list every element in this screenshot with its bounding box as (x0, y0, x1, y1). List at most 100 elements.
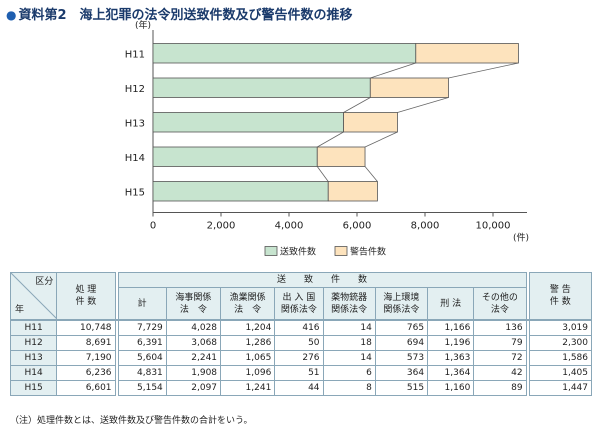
row-send-value: 2,097 (165, 380, 222, 396)
bullet-icon: ● (6, 8, 17, 22)
y-category-label: H12 (125, 84, 145, 95)
bar-send (152, 181, 329, 202)
row-send-value: 1,363 (427, 350, 475, 366)
y-category-label: H15 (125, 187, 145, 198)
stacked-bar-chart: 0 2,000 4,000 6,000 8,000 10,000(件) (年) H11 H12 H… (125, 19, 529, 258)
row-send-value: 3,068 (165, 335, 222, 351)
connector-line (364, 166, 378, 182)
legend-swatch (334, 246, 348, 256)
row-warning: 1,586 (528, 350, 593, 366)
x-tick-label: 10,000 (476, 221, 511, 232)
x-tick-label: 2,000 (207, 221, 236, 232)
table-row: H15 6,601 5,154 2,097 1,241 44 8 515 1,160 89 1,44… (9, 380, 593, 396)
row-send-value: 6 (322, 365, 376, 381)
row-send-value: 42 (473, 365, 527, 381)
chart-title-text: 資料第2 海上犯罪の法令別送致件数及び警告件数の推移 (18, 8, 353, 23)
chart-title: ● 資料第2 海上犯罪の法令別送致件数及び警告件数の推移 (6, 4, 353, 23)
row-send-value: 14 (322, 319, 376, 336)
connector-line (317, 131, 344, 148)
row-year: H14 (9, 365, 58, 381)
send-subheader: その他の 法令 (473, 287, 527, 321)
x-axis-unit: (件) (513, 232, 529, 244)
row-year: H13 (9, 350, 58, 366)
bar-warning (415, 43, 519, 64)
y-category-label: H13 (125, 118, 145, 129)
row-warning: 1,405 (528, 365, 593, 381)
row-send-value: 364 (374, 365, 429, 381)
x-tick-label: 4,000 (275, 221, 304, 232)
send-subheader: 海事関係 法 令 (165, 287, 222, 321)
send-subheader: 薬物銃器 関係法令 (322, 287, 376, 321)
x-tick-label: 6,000 (343, 221, 372, 232)
row-send-value: 44 (274, 380, 324, 396)
table-row: H12 8,691 6,391 3,068 1,286 50 18 694 1,196 79 2,3… (9, 335, 593, 351)
footnote: （注）処理件数とは、送致件数及び警告件数の合計をいう。 (10, 416, 253, 426)
row-send-value: 8 (322, 380, 376, 396)
row-send-value: 72 (473, 350, 527, 366)
row-send-value: 51 (274, 365, 324, 381)
row-send-value: 1,196 (427, 335, 475, 351)
connector-line (370, 62, 416, 79)
table-corner-cell: 区分 年 (9, 272, 58, 321)
row-total: 6,601 (56, 380, 116, 396)
row-send-value: 89 (473, 380, 527, 396)
bar-send (152, 43, 417, 64)
row-send-value: 276 (274, 350, 324, 366)
row-send-value: 515 (374, 380, 429, 396)
bar-send (152, 146, 318, 167)
y-category-label: H11 (125, 49, 145, 60)
row-send-value: 765 (374, 319, 429, 336)
y-category-label: H14 (125, 153, 145, 164)
row-total: 6,236 (56, 365, 116, 381)
row-send-value: 7,729 (117, 319, 167, 336)
row-send-value: 1,096 (220, 365, 276, 381)
row-send-value: 1,908 (165, 365, 222, 381)
row-send-value: 1,160 (427, 380, 475, 396)
row-send-value: 6,391 (117, 335, 167, 351)
row-warning: 1,447 (528, 380, 593, 396)
y-axis-unit: (年) (135, 19, 151, 31)
corner-year-label: 年 (15, 305, 25, 315)
table-row: H13 7,190 5,604 2,241 1,065 276 14 573 1,363 72 1,… (9, 350, 593, 366)
legend-label: 送致件数 (280, 246, 316, 258)
row-send-value: 1,204 (220, 319, 276, 336)
row-year: H11 (9, 319, 58, 336)
send-subheader: 刑 法 (427, 287, 475, 321)
row-send-value: 4,831 (117, 365, 167, 381)
row-year: H15 (9, 380, 58, 396)
x-tick-label: 0 (150, 221, 156, 232)
row-send-value: 2,241 (165, 350, 222, 366)
legend-label: 警告件数 (350, 246, 386, 258)
row-send-value: 136 (473, 319, 527, 336)
send-subheader: 計 (117, 287, 167, 321)
row-send-value: 5,154 (117, 380, 167, 396)
row-send-value: 1,166 (427, 319, 475, 336)
row-send-value: 573 (374, 350, 429, 366)
connector-line (316, 166, 329, 182)
bar-warning (327, 181, 378, 202)
bar-warning (343, 112, 398, 133)
row-warning: 2,300 (528, 335, 593, 351)
row-send-value: 1,364 (427, 365, 475, 381)
data-table: 区分 年 処 理 件 数 送 致 件 数 警 告 件 数 計海事関係 法 令漁業… (9, 271, 593, 396)
row-year: H12 (9, 335, 58, 351)
send-group-header: 送 致 件 数 (117, 271, 527, 289)
x-tick-label: 8,000 (411, 221, 440, 232)
row-send-value: 1,065 (220, 350, 276, 366)
row-send-value: 694 (374, 335, 429, 351)
row-send-value: 416 (274, 319, 324, 336)
row-send-value: 79 (473, 335, 527, 351)
total-header: 処 理 件 数 (56, 272, 116, 321)
connector-line (343, 97, 371, 113)
row-send-value: 5,604 (117, 350, 167, 366)
connector-line (397, 97, 449, 113)
row-send-value: 4,028 (165, 319, 222, 336)
warning-header: 警 告 件 数 (528, 272, 593, 321)
table-row: H11 10,748 7,729 4,028 1,204 416 14 765 1,166 136… (9, 319, 593, 336)
send-subheader: 漁業関係 法 令 (220, 287, 276, 321)
connector-line (448, 62, 519, 79)
row-send-value: 1,241 (220, 380, 276, 396)
send-subheader: 海上環境 関係法令 (374, 287, 429, 321)
row-warning: 3,019 (528, 319, 593, 336)
connector-line (364, 131, 398, 148)
